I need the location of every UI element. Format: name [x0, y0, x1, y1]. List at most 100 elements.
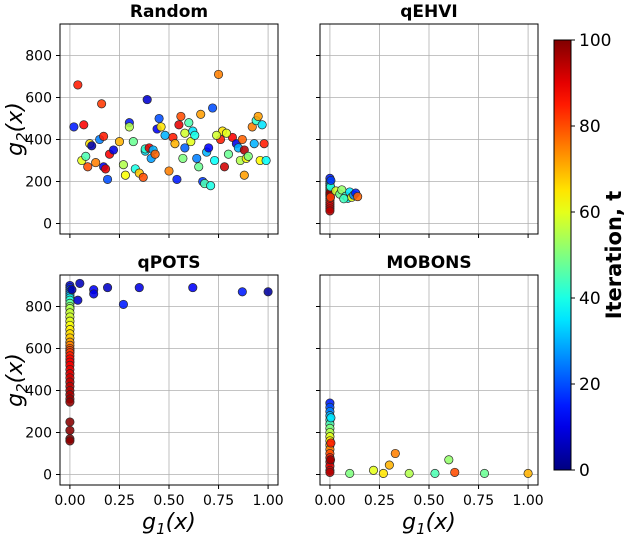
data-point: [67, 285, 77, 295]
y-tick-label: 800: [25, 300, 52, 316]
data-point: [81, 151, 91, 161]
data-point: [134, 283, 144, 293]
data-point: [390, 448, 400, 459]
data-point: [263, 287, 273, 297]
data-point: [259, 139, 269, 149]
data-point: [196, 109, 206, 119]
data-point: [180, 143, 190, 153]
data-point: [339, 194, 349, 204]
x-axis-label: g1(x): [402, 510, 456, 534]
data-point: [87, 141, 97, 151]
data-point: [65, 397, 75, 407]
subplot-random: 0 200 400 600 800 Random g2(x): [3, 2, 279, 238]
data-point: [404, 468, 414, 478]
data-point: [99, 131, 109, 141]
x-tick-label: 1.00: [513, 493, 544, 509]
subplot-title: MOBONS: [386, 253, 471, 273]
x-tick-label: 0.75: [203, 493, 234, 509]
x-tick-label: 0.25: [104, 493, 135, 509]
data-point: [237, 134, 247, 145]
y-axis-label: g2(x): [3, 102, 31, 156]
data-point: [378, 468, 388, 478]
data-point: [118, 299, 128, 309]
data-point: [180, 128, 190, 138]
data-point: [325, 206, 335, 216]
colorbar-tick-label: 40: [579, 289, 601, 309]
data-point: [114, 137, 125, 147]
data-point: [219, 162, 230, 172]
data-point: [384, 460, 394, 470]
data-point: [138, 172, 148, 182]
data-point: [69, 122, 79, 132]
data-point: [75, 278, 85, 288]
data-point: [101, 164, 111, 174]
data-point: [239, 170, 249, 180]
data-point: [178, 153, 188, 163]
data-point: [160, 130, 170, 140]
data-point: [89, 289, 99, 299]
data-point: [192, 153, 202, 163]
colorbar-tick-label: 60: [579, 203, 601, 223]
data-point: [176, 111, 186, 121]
colorbar-label: Iteration, t: [602, 191, 626, 320]
data-point: [430, 468, 440, 478]
data-point: [164, 166, 174, 176]
y-tick-label: 200: [25, 426, 52, 442]
subplot-mobons: 0.00 0.25 0.50 0.75 1.00 MOBONS g1(x): [314, 253, 543, 534]
data-point: [188, 283, 198, 293]
data-point: [91, 158, 101, 168]
y-tick-label: 600: [25, 91, 52, 107]
data-point: [103, 283, 113, 293]
colorbar-tick-label: 80: [579, 117, 601, 137]
colorbar: 0 20 40 60 80 100 Iteration, t: [553, 31, 626, 481]
data-point: [103, 174, 113, 184]
data-point: [108, 145, 119, 155]
y-tick-label: 400: [25, 133, 52, 149]
data-point: [326, 413, 336, 423]
data-point: [190, 130, 200, 140]
x-tick-label: 0.25: [364, 493, 395, 509]
data-point: [479, 468, 490, 478]
data-point: [257, 120, 267, 130]
data-point: [73, 80, 83, 90]
y-tick-label: 0: [43, 468, 52, 484]
subplot-qpots: 0.00 0.25 0.50 0.75 1.00 0 200 400 600 800 qPOTS g1…: [3, 253, 284, 534]
data-point: [326, 175, 336, 185]
data-point: [118, 160, 128, 170]
data-point: [150, 149, 160, 159]
data-point: [120, 170, 130, 180]
data-point: [444, 455, 454, 465]
data-point: [156, 122, 166, 132]
data-point: [172, 174, 182, 184]
y-axis-label: g2(x): [3, 353, 31, 407]
subplot-qehvi: qEHVI: [316, 2, 539, 238]
data-point: [65, 436, 75, 446]
data-point: [208, 103, 218, 113]
data-point: [79, 120, 89, 130]
data-point: [83, 162, 93, 172]
data-point: [184, 118, 194, 128]
data-point: [326, 438, 336, 448]
data-point: [325, 455, 336, 465]
data-point: [142, 95, 152, 105]
data-point: [194, 162, 204, 172]
data-point: [237, 287, 247, 297]
data-point: [212, 130, 222, 140]
data-point: [253, 111, 263, 121]
data-point: [523, 468, 533, 478]
x-tick-label: 0.00: [54, 493, 85, 509]
data-point: [124, 122, 134, 132]
x-tick-label: 1.00: [253, 493, 284, 509]
data-point: [325, 192, 336, 202]
data-point: [261, 155, 271, 166]
x-tick-label: 0.50: [153, 493, 184, 509]
subplot-title: Random: [130, 2, 208, 22]
x-tick-label: 0.75: [463, 493, 494, 509]
data-point: [174, 120, 184, 130]
y-tick-label: 400: [25, 384, 52, 400]
data-point: [223, 149, 234, 159]
data-point: [170, 139, 180, 149]
data-point: [325, 467, 335, 477]
data-point: [154, 113, 164, 124]
